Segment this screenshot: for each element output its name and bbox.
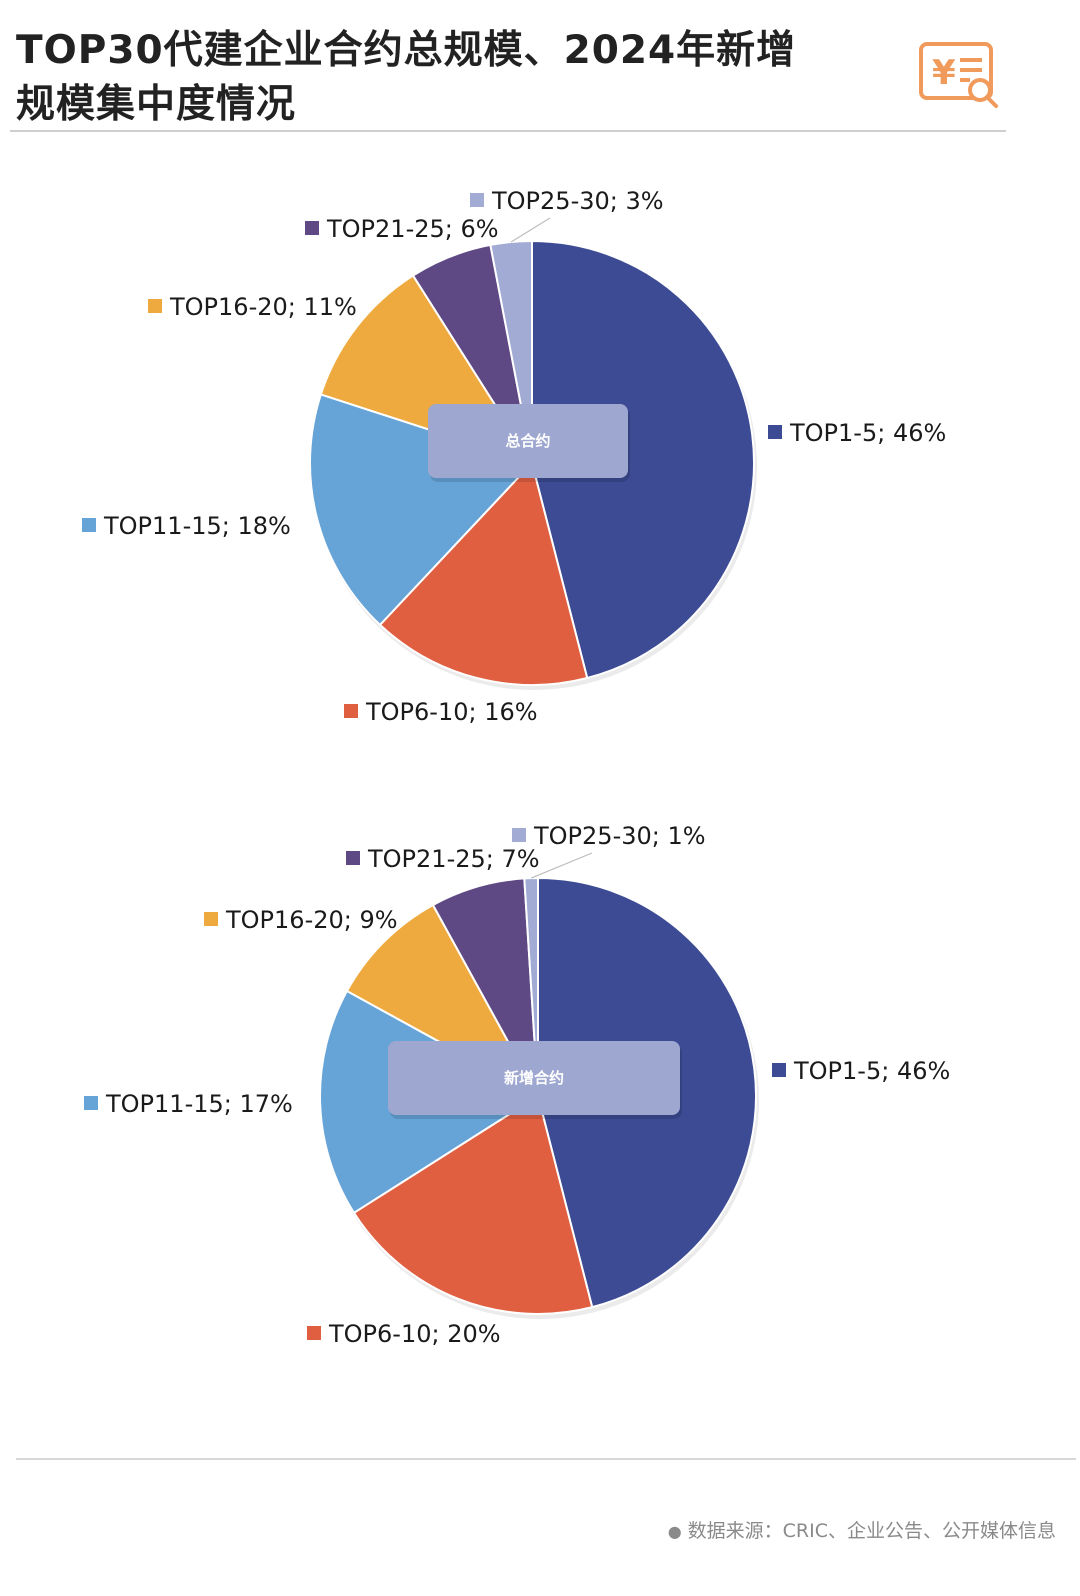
- page-title-line2: 规模集中度情况: [16, 82, 297, 127]
- invoice-search-icon: ¥: [918, 40, 1008, 112]
- data-label-top21-25: TOP21-25; 7%: [367, 845, 540, 873]
- pie-chart-total-svg: 总合约 TOP1-5; 46% TOP6-10; 16% TOP11-15; 18% T…: [82, 187, 946, 726]
- legend-swatch-top25-30: [512, 828, 526, 842]
- center-label: 新增合约: [504, 1069, 564, 1087]
- pie-slice-top6-10: [378, 460, 589, 686]
- data-label-top16-20: TOP16-20; 9%: [225, 906, 398, 934]
- source-note: ● 数据来源：CRIC、企业公告、公开媒体信息: [668, 1516, 1056, 1543]
- legend-swatch-top21-25: [346, 851, 360, 865]
- center-label: 总合约: [505, 432, 550, 450]
- data-label-top25-30: TOP25-30; 1%: [533, 822, 706, 850]
- header-divider: [10, 130, 1006, 132]
- legend-swatch-top11-15: [82, 518, 96, 532]
- center-label-box: [388, 1041, 680, 1115]
- data-label-top6-10: TOP6-10; 16%: [365, 698, 538, 726]
- data-label-top6-10: TOP6-10; 20%: [328, 1320, 501, 1348]
- data-label-top11-15: TOP11-15; 18%: [103, 512, 291, 540]
- legend-swatch-top6-10: [307, 1326, 321, 1340]
- data-label-top11-15: TOP11-15; 17%: [105, 1090, 293, 1118]
- legend-swatch-top11-15: [84, 1096, 98, 1110]
- legend-swatch-top6-10: [344, 704, 358, 718]
- data-label-top1-5: TOP1-5; 46%: [793, 1057, 950, 1085]
- legend-swatch-top1-5: [768, 425, 782, 439]
- center-label-box: [428, 404, 628, 478]
- pie-slice-top1-5: [531, 239, 755, 680]
- pie-chart-new: 新增合约 TOP1-5; 46% TOP6-10; 20% TOP11-15; 17%…: [0, 800, 1080, 1400]
- pie-chart-new-svg: 新增合约 TOP1-5; 46% TOP6-10; 20% TOP11-15; 17%…: [84, 822, 950, 1348]
- leader-line: [510, 217, 551, 243]
- data-label-top25-30: TOP25-30; 3%: [491, 187, 664, 215]
- page-title-line1: TOP30代建企业合约总规模、2024年新增: [16, 28, 797, 73]
- data-label-top16-20: TOP16-20; 11%: [169, 293, 357, 321]
- legend-swatch-top16-20: [148, 299, 162, 313]
- leader-line: [530, 852, 593, 879]
- pie-chart-total: 总合约 TOP1-5; 46% TOP6-10; 16% TOP11-15; 18% T…: [0, 160, 1080, 760]
- header: TOP30代建企业合约总规模、2024年新增 规模集中度情况: [16, 24, 846, 132]
- legend-swatch-top21-25: [305, 221, 319, 235]
- source-text: 数据来源：CRIC、企业公告、公开媒体信息: [687, 1520, 1056, 1542]
- pie-slice-top6-10: [352, 1094, 594, 1315]
- data-label-top1-5: TOP1-5; 46%: [789, 419, 946, 447]
- svg-text:¥: ¥: [932, 53, 956, 93]
- legend-swatch-top16-20: [204, 912, 218, 926]
- legend-swatch-top1-5: [772, 1063, 786, 1077]
- footer-divider: [16, 1458, 1076, 1460]
- bullet-dot-icon: ●: [667, 1522, 682, 1541]
- legend-swatch-top25-30: [470, 193, 484, 207]
- data-label-top21-25: TOP21-25; 6%: [326, 215, 499, 243]
